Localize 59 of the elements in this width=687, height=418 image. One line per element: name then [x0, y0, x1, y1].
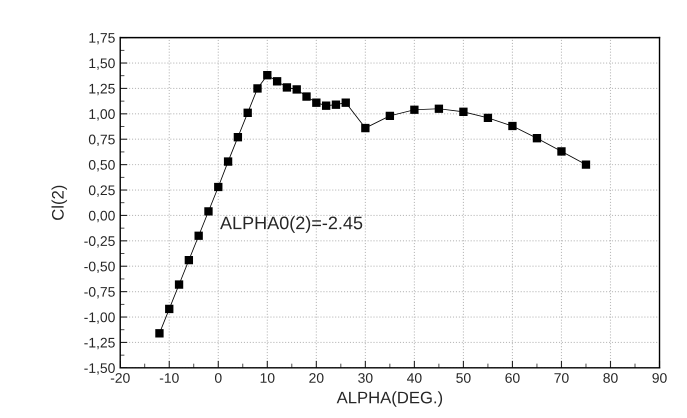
x-tick-label: 60 — [505, 373, 520, 383]
point — [214, 182, 222, 192]
y-tick-label: 0,25 — [88, 185, 115, 197]
y-tick-label: -0,25 — [84, 236, 115, 248]
x-tick-label: 30 — [358, 373, 373, 383]
point — [204, 207, 213, 216]
point — [312, 98, 320, 107]
annotation: ALPHA0(2)=-2.45 — [220, 216, 362, 233]
x-axis-title: ALPHA(DEG.) — [336, 391, 442, 407]
point — [194, 232, 203, 240]
point — [532, 134, 542, 142]
point — [484, 114, 492, 122]
point — [361, 124, 370, 132]
point — [184, 256, 194, 264]
x-tick-label: 20 — [309, 373, 324, 383]
point — [342, 98, 350, 107]
point — [434, 104, 444, 113]
point — [386, 112, 394, 120]
point — [302, 92, 311, 101]
point — [322, 102, 330, 110]
point — [165, 304, 174, 314]
point — [582, 160, 590, 169]
point — [234, 133, 242, 142]
x-tick-label: -20 — [110, 373, 130, 383]
y-tick-label: 0,50 — [88, 160, 115, 172]
point — [557, 147, 566, 156]
point — [332, 100, 340, 109]
x-tick-label: 10 — [260, 373, 274, 383]
x-tick-label: 70 — [554, 373, 569, 383]
x-tick-label: 50 — [456, 373, 471, 383]
point — [459, 108, 468, 116]
y-tick-label: -1,00 — [84, 312, 115, 324]
point — [253, 84, 262, 93]
point — [272, 77, 282, 86]
point — [292, 85, 301, 94]
y-tick-label: 1,25 — [89, 84, 115, 96]
point — [244, 108, 252, 117]
y-tick-label: -0,50 — [84, 262, 115, 274]
point — [224, 157, 232, 166]
x-tick-label: 90 — [652, 373, 667, 383]
y-axis-title: Cl(2) — [52, 186, 68, 220]
x-tick-label: -10 — [160, 373, 179, 383]
y-tick-label: 0,00 — [88, 210, 115, 222]
x-tick-label: 40 — [406, 373, 422, 383]
point — [174, 280, 184, 289]
y-tick-label: -1,50 — [84, 363, 115, 375]
point — [508, 122, 517, 130]
point — [263, 71, 272, 80]
point — [282, 83, 292, 92]
y-tick-label: -0,75 — [84, 286, 115, 298]
y-tick-label: -1,25 — [84, 338, 115, 350]
y-tick-label: 1,00 — [89, 109, 115, 121]
point — [155, 329, 164, 338]
y-tick-label: 1,75 — [89, 33, 115, 44]
y-tick-label: 0,75 — [88, 134, 115, 146]
y-tick-label: 1,50 — [89, 58, 115, 70]
point — [410, 106, 419, 114]
x-tick-label: 0 — [214, 373, 222, 383]
x-tick-label: 80 — [603, 373, 618, 383]
